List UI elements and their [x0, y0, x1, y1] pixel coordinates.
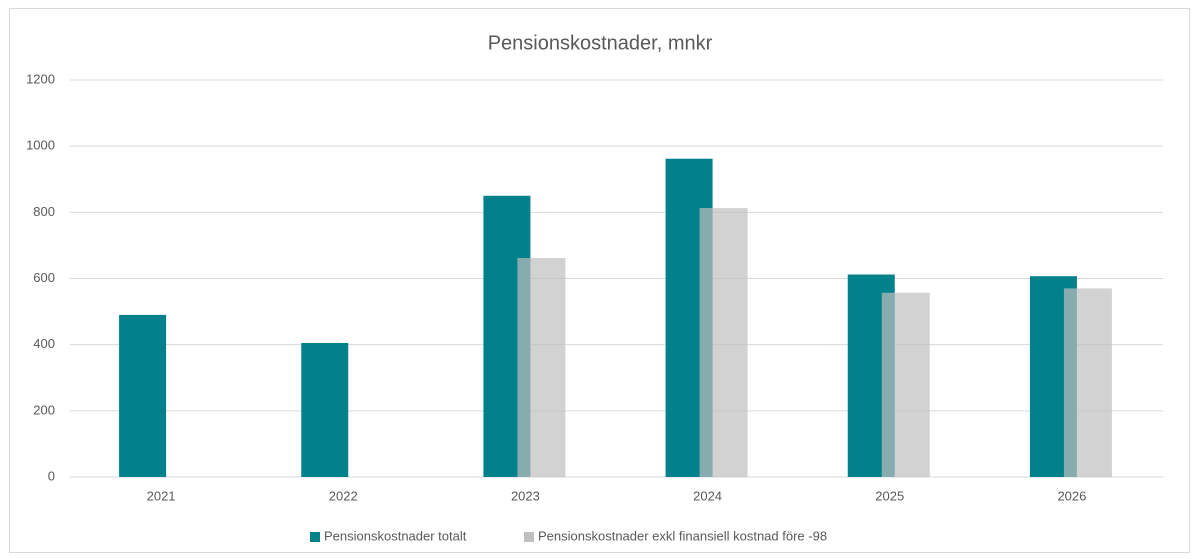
bar	[517, 257, 566, 477]
x-tick-label: 2023	[511, 488, 540, 503]
chart-border	[9, 8, 1190, 553]
x-tick-label: 2024	[693, 488, 722, 503]
x-tick-label: 2021	[147, 488, 176, 503]
bar	[301, 343, 349, 477]
y-tick-label: 800	[33, 204, 55, 219]
y-tick-label: 0	[48, 468, 55, 483]
y-tick-label: 200	[33, 402, 55, 417]
legend-swatch	[524, 532, 534, 542]
y-tick-label: 400	[33, 336, 55, 351]
y-tick-label: 1200	[26, 71, 55, 86]
bar	[1063, 288, 1112, 477]
chart-title: Pensionskostnader, mnkr	[488, 32, 713, 54]
bar	[881, 292, 930, 477]
x-tick-label: 2025	[875, 488, 904, 503]
x-tick-label: 2022	[329, 488, 358, 503]
y-tick-label: 1000	[26, 138, 55, 153]
legend-label: Pensionskostnader exkl finansiell kostna…	[538, 528, 827, 543]
x-tick-label: 2026	[1057, 488, 1086, 503]
legend-label: Pensionskostnader totalt	[324, 528, 467, 543]
bar	[119, 314, 167, 477]
bar	[699, 208, 748, 477]
legend-swatch	[310, 532, 320, 542]
y-tick-label: 600	[33, 270, 55, 285]
